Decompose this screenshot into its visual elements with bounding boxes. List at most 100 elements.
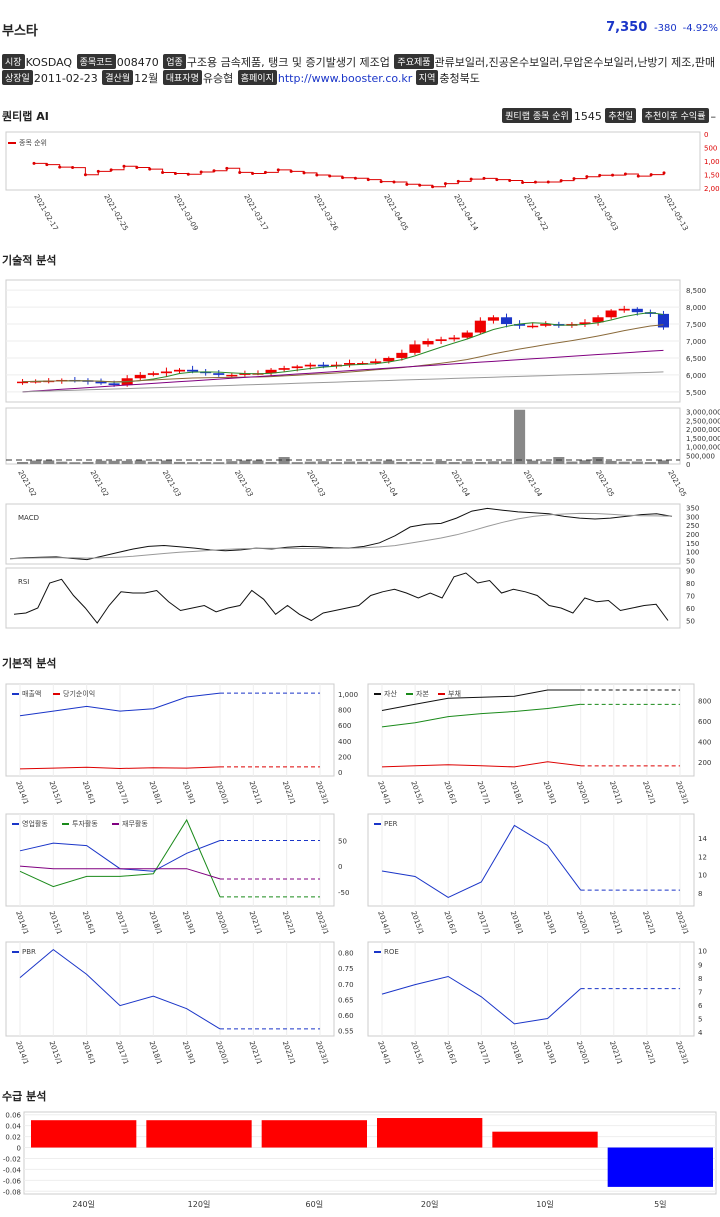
fund-y-tick: 800	[698, 697, 711, 705]
market-tag: 시장	[2, 54, 25, 69]
volume-bar	[357, 461, 369, 464]
fund-x-tick: 2022/12	[281, 780, 298, 804]
rank-point	[148, 167, 152, 171]
rank-point	[585, 175, 589, 179]
fund-x-tick: 2014/12	[14, 1040, 31, 1064]
fund-series-line	[381, 761, 581, 768]
rank-point	[173, 172, 177, 176]
candle-body	[383, 357, 395, 362]
homepage-link[interactable]: http://www.booster.co.kr	[277, 72, 413, 85]
volume-bar	[579, 460, 591, 464]
fund-x-tick: 2016/12	[442, 1040, 459, 1064]
rsi-y-tick: 90	[686, 568, 695, 576]
candle-body	[540, 324, 552, 326]
rank-point	[289, 169, 293, 173]
rank-point	[96, 169, 100, 173]
fund-y-tick: 0.75	[338, 965, 354, 973]
volume-bar	[605, 460, 617, 464]
volume-bar	[644, 462, 656, 464]
rank-point	[431, 185, 435, 189]
ma-line	[22, 324, 664, 383]
candle-body	[657, 313, 669, 328]
rank-legend-label: 종목 순위	[19, 139, 47, 147]
volume-bar	[435, 460, 447, 464]
volume-bar	[173, 461, 186, 464]
rank-point	[353, 176, 357, 180]
fund-x-tick: 2016/12	[81, 1040, 98, 1064]
fund-plot-frame	[367, 813, 695, 907]
fund-x-tick: 2017/12	[114, 910, 131, 934]
rank-x-tick: 2021-03-17	[242, 193, 269, 232]
rank-legend-swatch	[8, 142, 16, 144]
flow-chart: 0.06 0.04 0.02 0 -0.02 -0.04 -0.06 -0.08 240일 120…	[3, 1111, 717, 1209]
price-x-tick: 2021-04-22	[522, 469, 549, 496]
pbr-chart: 0.80 0.75 0.70 0.65 0.60 0.55 PBR 2014/12 2015/1…	[5, 941, 354, 1064]
fund-x-tick: 2016/12	[81, 910, 98, 934]
volume-bar	[265, 461, 277, 464]
candle-body	[108, 383, 120, 386]
fund-x-tick: 2020/12	[575, 1040, 592, 1064]
fund-legend-label: PBR	[22, 948, 36, 956]
flow-y-tick: 0.02	[5, 1134, 21, 1142]
fund-y-tick: 0.60	[338, 1012, 354, 1020]
candle-body	[592, 317, 604, 323]
volume-y-tick: 1,500,000	[686, 435, 720, 443]
candle-body	[435, 339, 447, 341]
rank-point	[212, 169, 216, 173]
fund-plot-frame	[367, 683, 695, 777]
price-x-tick: 2021-05-13	[666, 469, 693, 496]
fund-x-tick: 2018/12	[509, 910, 526, 934]
price-x-tick: 2021-04-14	[450, 469, 478, 496]
rank-point	[122, 164, 126, 168]
fund-x-tick: 2021/12	[247, 1040, 264, 1064]
fund-y-tick: 6	[698, 1002, 703, 1010]
industry-tag: 업종	[163, 54, 186, 69]
candle-body	[514, 324, 526, 326]
volume-bar	[330, 462, 342, 464]
rank-x-tick: 2021-05-13	[662, 193, 689, 232]
candle-body	[239, 373, 251, 375]
fund-series-line	[381, 975, 582, 1025]
rank-chart: 종목 순위 0 500 1,000 1,500 2,000 2021-02-17 2021-0…	[5, 131, 720, 233]
fund-y-tick: -50	[338, 889, 349, 897]
flow-y-tick: 0.06	[5, 1112, 21, 1120]
macd-y-tick: 100	[686, 549, 699, 557]
macd-y-tick: 300	[686, 513, 699, 521]
flow-y-tick: -0.02	[3, 1155, 21, 1163]
flow-bar	[607, 1147, 713, 1187]
fund-series-line	[381, 824, 582, 898]
fund-x-tick: 2017/12	[475, 910, 492, 934]
fund-x-tick: 2015/12	[47, 780, 64, 804]
rank-point	[32, 161, 36, 165]
per-chart: 14 12 10 8 PER 2014/12 2015/12 2016/12 2017/12 20…	[367, 813, 707, 934]
fiscal-tag: 결산월	[102, 70, 134, 85]
fund-x-tick: 2017/12	[475, 780, 492, 804]
flow-y-tick: -0.08	[3, 1188, 21, 1196]
code-tag: 종목코드	[76, 54, 116, 69]
fund-legend-swatch	[12, 951, 19, 953]
rsi-y-tick: 50	[686, 618, 695, 626]
fund-x-tick: 2015/12	[409, 780, 426, 804]
price-x-tick: 2021-02-17	[16, 469, 43, 496]
candle-body	[187, 369, 199, 372]
candle-body	[304, 364, 316, 367]
ma-line	[22, 371, 664, 393]
fund-x-tick: 2020/12	[214, 780, 231, 804]
fund-x-tick: 2014/12	[376, 910, 393, 934]
fund-y-tick: 400	[338, 738, 351, 746]
fund-legend-label: ROE	[384, 948, 399, 956]
volume-bar	[30, 460, 42, 464]
candle-body	[461, 332, 473, 338]
rank-point	[443, 182, 447, 186]
volume-bar	[239, 460, 251, 464]
volume-bar	[566, 461, 578, 464]
fund-title: 기본적 분석	[2, 657, 57, 670]
flow-x-tick: 5일	[654, 1200, 666, 1209]
info-row-1: 시장 KOSDAQ 종목코드 008470 업종 구조용 금속제품, 탱크 및 증기발…	[2, 54, 716, 70]
fund-x-tick: 2019/12	[181, 1040, 198, 1064]
volume-y-tick: 2,500,000	[686, 417, 720, 425]
code-value: 008470	[116, 56, 159, 69]
price-y-tick: 8,000	[686, 304, 706, 312]
flow-title: 수급 분석	[2, 1090, 47, 1103]
